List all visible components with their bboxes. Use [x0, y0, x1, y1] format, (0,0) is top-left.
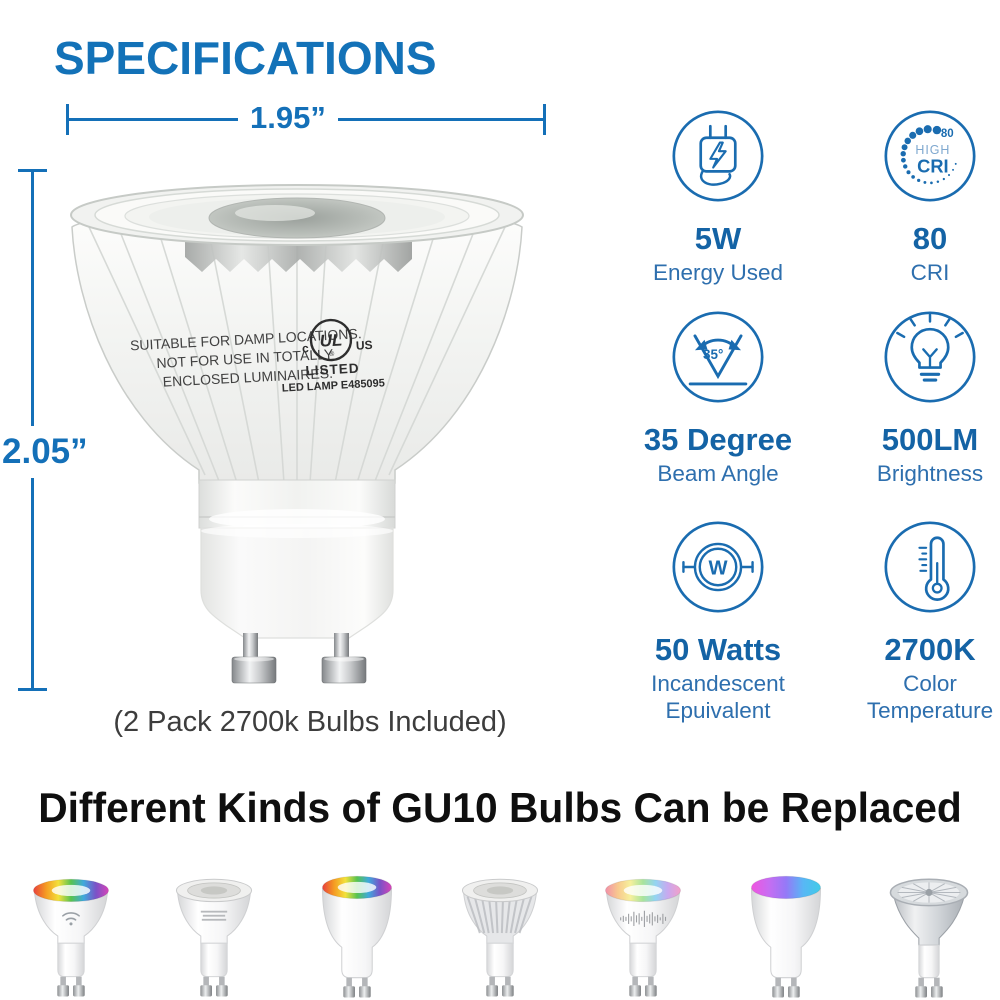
svg-text:HIGH: HIGH [915, 143, 950, 157]
smart-rgb-gradient-bulb-image [751, 875, 821, 998]
spec-grid: 5W Energy Used 80 HIGH CRI 80 CRI [628, 100, 1000, 740]
bulb-ribs [88, 226, 506, 484]
spec-label: Color Temperature [866, 671, 994, 723]
spec-cri: 80 HIGH CRI 80 CRI [840, 108, 1000, 287]
bulb-print-label: SUITABLE FOR DAMP LOCATIONS. NOT FOR USE… [130, 325, 362, 389]
svg-text:LED LAMP E485095: LED LAMP E485095 [282, 377, 386, 394]
thermometer-icon [884, 521, 976, 613]
gu10-pins [231, 633, 367, 684]
soundwave-print [620, 910, 667, 927]
gu10-pins [200, 976, 228, 997]
spec-value: 500LM [881, 422, 979, 457]
smart-rgb-tall-bulb [289, 858, 425, 1000]
height-dim-tick-top [18, 169, 47, 172]
led-lens-print-bulb [146, 858, 282, 1000]
smart-rgb-soundwave-bulb-image [604, 878, 682, 997]
width-dim-label: 1.95” [238, 100, 338, 136]
spec-label: CRI [910, 260, 950, 285]
spec-brightness: 500LM Brightness [840, 309, 1000, 488]
svg-text:®: ® [329, 350, 335, 358]
spec-label: Brightness [876, 461, 984, 486]
smart-rgb-soundwave-bulb [575, 858, 711, 1000]
svg-text:c: c [302, 341, 310, 355]
pack-caption: (2 Pack 2700k Bulbs Included) [113, 706, 507, 738]
wifi-icon [62, 912, 80, 926]
ribbed-led-lens-bulb-image [461, 878, 539, 997]
ul-mark: UL ® c US LISTED LED LAMP E485095 [282, 318, 386, 395]
gu10-pins [486, 976, 514, 997]
watt-icon: W [672, 521, 764, 613]
spec-value: 35 Degree [643, 422, 793, 457]
product-photo-gu10-bulb: SUITABLE FOR DAMP LOCATIONS. NOT FOR USE… [70, 184, 524, 684]
ribbed-led-lens-bulb [432, 858, 568, 1000]
high-cri-icon: 80 HIGH CRI [884, 110, 976, 202]
bulb-base-highlight [201, 524, 393, 538]
width-dim-tick-left [66, 104, 69, 135]
bulb-reflector-band [185, 241, 412, 272]
smart-rgb-wifi-bulb [3, 858, 139, 1000]
replaceable-heading: Different Kinds of GU10 Bulbs Can be Rep… [38, 784, 962, 831]
bulb-neck [198, 479, 396, 529]
svg-text:US: US [356, 338, 373, 353]
led-lens-print-bulb-image [175, 878, 253, 997]
bulb-frosted-base [200, 527, 394, 639]
svg-text:LISTED: LISTED [305, 361, 360, 379]
spec-label: Incandescent Epuivalent [651, 671, 785, 723]
height-dim-label: 2.05” [0, 426, 90, 478]
svg-text:35°: 35° [703, 347, 723, 362]
svg-text:80: 80 [941, 128, 954, 140]
smart-rgb-tall-bulb-image [322, 875, 392, 998]
halogen-reflector-bulb-image [889, 878, 969, 998]
beam-angle-icon: 35° [672, 311, 764, 403]
spec-value: 80 [912, 221, 948, 256]
light-bulb-icon [884, 311, 976, 403]
halogen-reflector-bulb [861, 858, 997, 1000]
spec-value: 2700K [884, 632, 976, 667]
smart-rgb-gradient-bulb [718, 858, 854, 1000]
charger-icon [672, 110, 764, 202]
svg-text:CRI: CRI [917, 155, 948, 176]
svg-text:W: W [708, 558, 727, 580]
height-dim-tick-bottom [18, 688, 47, 691]
spec-energy: 5W Energy Used [628, 108, 808, 287]
gu10-pins [343, 977, 371, 998]
svg-text:UL: UL [319, 330, 343, 350]
width-dim-tick-right [543, 104, 546, 135]
page-title: SPECIFICATIONS [54, 31, 437, 84]
spec-value: 5W [694, 221, 742, 256]
gu10-pins [915, 977, 943, 998]
spec-label: Beam Angle [657, 461, 779, 486]
spec-value: 50 Watts [654, 632, 782, 667]
spec-color-temp: 2700K Color Temperature [840, 519, 1000, 724]
spec-beam-angle: 35° 35 Degree Beam Angle [628, 309, 808, 488]
gu10-pins [772, 977, 800, 998]
smart-rgb-wifi-bulb-image [32, 878, 110, 997]
cri-dot-spiral [900, 125, 957, 185]
replaceable-bulbs-row [0, 858, 1000, 1000]
spec-label: Energy Used [652, 260, 784, 285]
gu10-pins [57, 976, 85, 997]
spec-wattage: W 50 Watts Incandescent Epuivalent [628, 519, 808, 724]
gu10-pins [629, 976, 657, 997]
print-text-lines [200, 910, 228, 921]
bulb-top-face [70, 184, 524, 246]
